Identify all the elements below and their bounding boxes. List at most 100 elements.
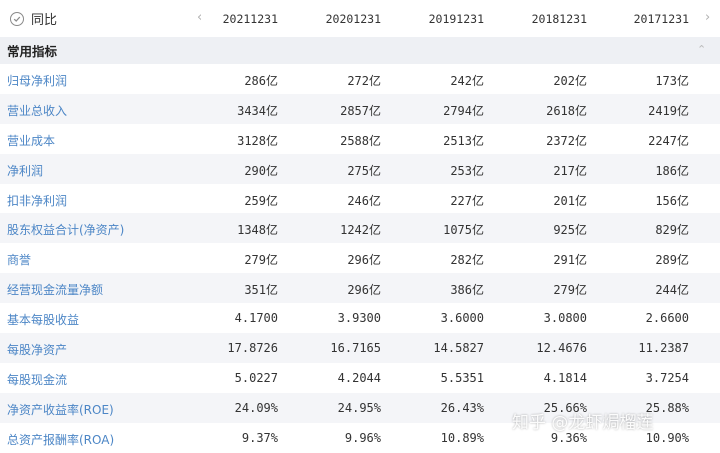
table-cell: 275亿 (347, 163, 381, 178)
table-cell: 2.6600 (645, 311, 689, 326)
table-row: 营业成本 3128亿 2588亿 2513亿 2372亿 2247亿 (0, 124, 720, 154)
table-row: 总资产报酬率(ROA) 9.37% 9.96% 10.89% 9.36% 10.90% (0, 423, 720, 453)
column-header: 20181231 (531, 12, 587, 26)
table-cell: 202亿 (553, 74, 587, 88)
table-cell: 3128亿 (237, 133, 278, 148)
row-label-link[interactable]: 经营现金流量净额 (7, 283, 104, 298)
table-cell: 4.2044 (337, 370, 381, 385)
chevron-right-icon[interactable]: › (705, 10, 711, 25)
table-cell: 829亿 (655, 223, 689, 238)
table-cell: 17.8726 (227, 341, 278, 356)
row-label-link[interactable]: 每股净资产 (7, 343, 68, 358)
table-cell: 25.88% (645, 400, 689, 415)
table-cell: 10.90% (645, 430, 689, 445)
row-label-link[interactable]: 归母净利润 (7, 74, 68, 88)
table-row: 每股净资产 17.8726 16.7165 14.5827 12.4676 11.2387 (0, 333, 720, 363)
table-cell: 2857亿 (340, 103, 381, 118)
row-label-link[interactable]: 营业总收入 (7, 103, 68, 118)
table-cell: 3.6000 (440, 311, 484, 326)
table-cell: 242亿 (450, 74, 484, 88)
chevron-left-icon[interactable]: ‹ (197, 10, 203, 25)
table-cell: 25.66% (543, 400, 587, 415)
table-row: 归母净利润 286亿 272亿 242亿 202亿 173亿 (0, 64, 720, 94)
table-cell: 24.09% (234, 400, 278, 415)
table-cell: 201亿 (553, 193, 587, 208)
row-label-link[interactable]: 每股现金流 (7, 372, 68, 387)
table-cell: 156亿 (655, 193, 689, 208)
table-cell: 279亿 (244, 253, 278, 268)
table-cell: 3.9300 (337, 311, 381, 326)
table-row: 净资产收益率(ROE) 24.09% 24.95% 26.43% 25.66% 25.88… (0, 392, 720, 423)
table-row: 营业总收入 3434亿 2857亿 2794亿 2618亿 2419亿 (0, 93, 720, 124)
table-cell: 289亿 (655, 253, 689, 268)
row-label-link[interactable]: 基本每股收益 (7, 313, 80, 328)
table-cell: 279亿 (553, 283, 587, 298)
table-cell: 290亿 (244, 163, 278, 178)
table-row: 净利润 290亿 275亿 253亿 217亿 186亿 (0, 153, 720, 184)
table-cell: 296亿 (347, 283, 381, 298)
yoy-toggle[interactable]: 同比 (0, 9, 200, 28)
table-cell: 3.7254 (645, 370, 689, 385)
table-cell: 925亿 (553, 223, 587, 238)
table-row: 扣非净利润 259亿 246亿 227亿 201亿 156亿 (0, 184, 720, 214)
row-label-link[interactable]: 商誉 (7, 253, 32, 268)
table-cell: 14.5827 (433, 341, 484, 356)
table-cell: 2419亿 (648, 103, 689, 118)
table-cell: 4.1814 (543, 370, 587, 385)
chevron-up-icon[interactable]: ⌃ (697, 43, 707, 56)
table-cell: 11.2387 (638, 341, 689, 356)
row-label-link[interactable]: 净资产收益率(ROE) (7, 402, 114, 417)
table-cell: 1348亿 (237, 223, 278, 238)
table-cell: 2588亿 (340, 133, 381, 148)
table-cell: 16.7165 (330, 341, 381, 356)
table-cell: 291亿 (553, 253, 587, 268)
column-header: 20191231 (428, 12, 484, 26)
indicator-table: 归母净利润 286亿 272亿 242亿 202亿 173亿营业总收入 3434亿 2857亿… (0, 64, 720, 453)
row-label-link[interactable]: 股东权益合计(净资产) (7, 223, 125, 238)
table-cell: 173亿 (655, 74, 689, 88)
table-cell: 2372亿 (546, 133, 587, 148)
table-cell: 244亿 (655, 283, 689, 298)
table-cell: 259亿 (244, 193, 278, 208)
row-label-link[interactable]: 总资产报酬率(ROA) (7, 432, 115, 447)
table-cell: 1075亿 (443, 223, 484, 238)
section-header[interactable]: 常用指标 ⌃ (0, 37, 720, 64)
table-cell: 5.5351 (440, 370, 484, 385)
row-label-link[interactable]: 净利润 (7, 163, 44, 178)
watermark: 知乎 @龙虾焗榴莲 (512, 413, 654, 433)
row-label-link[interactable]: 扣非净利润 (7, 193, 68, 208)
table-cell: 9.37% (241, 430, 278, 445)
column-header: 20171231 (633, 12, 689, 26)
check-circle-icon[interactable] (10, 11, 24, 26)
table-row: 每股现金流 5.0227 4.2044 5.5351 4.1814 3.7254 (0, 363, 720, 393)
table-cell: 253亿 (450, 163, 484, 178)
table-cell: 10.89% (440, 430, 484, 445)
table-cell: 24.95% (337, 400, 381, 415)
yoy-toggle-label: 同比 (31, 13, 58, 28)
table-cell: 282亿 (450, 253, 484, 268)
table-cell: 246亿 (347, 193, 381, 208)
table-header: 同比 ‹ 20211231 20201231 20191231 20181231… (0, 0, 720, 37)
table-cell: 272亿 (347, 74, 381, 88)
table-cell: 2513亿 (443, 133, 484, 148)
table-cell: 286亿 (244, 74, 278, 88)
table-cell: 351亿 (244, 283, 278, 298)
table-cell: 2618亿 (546, 103, 587, 118)
row-label-link[interactable]: 营业成本 (7, 133, 56, 148)
table-cell: 2794亿 (443, 103, 484, 118)
table-row: 股东权益合计(净资产) 1348亿 1242亿 1075亿 925亿 829亿 (0, 213, 720, 244)
column-header: 20201231 (325, 12, 381, 26)
table-cell: 3434亿 (237, 103, 278, 118)
table-cell: 9.36% (550, 430, 587, 445)
table-row: 商誉 279亿 296亿 282亿 291亿 289亿 (0, 243, 720, 273)
table-cell: 2247亿 (648, 133, 689, 148)
table-cell: 4.1700 (234, 311, 278, 326)
table-cell: 26.43% (440, 400, 484, 415)
table-cell: 3.0800 (543, 311, 587, 326)
table-cell: 5.0227 (234, 370, 278, 385)
table-cell: 9.96% (344, 430, 381, 445)
section-title: 常用指标 (7, 44, 58, 59)
table-row: 基本每股收益 4.1700 3.9300 3.6000 3.0800 2.6600 (0, 303, 720, 333)
table-cell: 296亿 (347, 253, 381, 268)
table-cell: 186亿 (655, 163, 689, 178)
